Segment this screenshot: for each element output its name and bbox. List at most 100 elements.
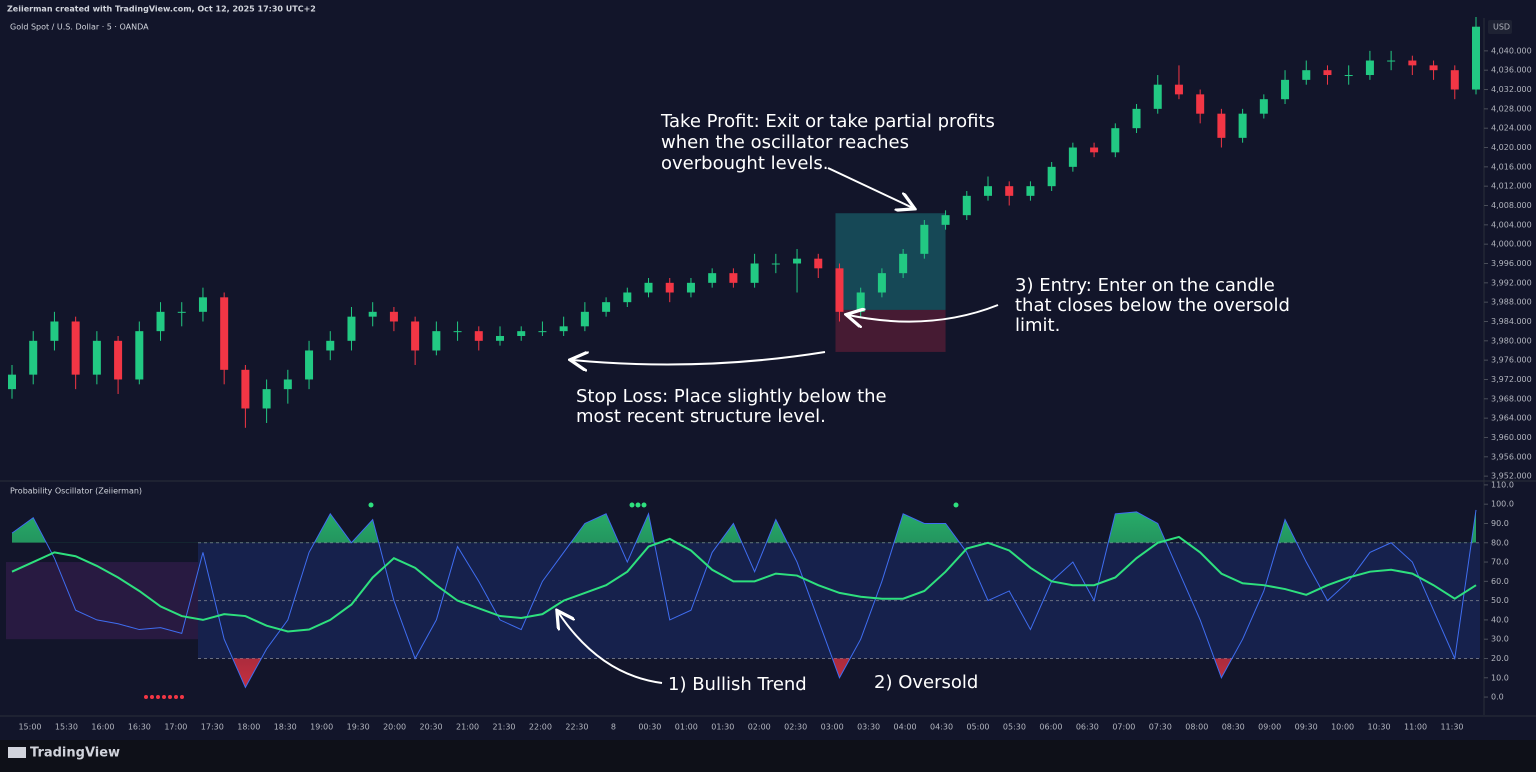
x-tick-label: 02:30: [784, 723, 807, 732]
x-tick-label: 19:00: [310, 723, 333, 732]
candle-body: [1090, 147, 1099, 153]
note-line: when the oscillator reaches: [661, 132, 909, 153]
x-tick-label: 18:00: [237, 723, 260, 732]
candle-body: [623, 292, 632, 303]
candle-body: [326, 340, 335, 351]
candle-body: [856, 292, 865, 312]
x-tick-label: 19:30: [347, 723, 370, 732]
signal-dots: [144, 502, 959, 699]
brand: TradingView: [30, 746, 120, 761]
candle-body: [241, 369, 250, 409]
signal-dot: [156, 695, 160, 699]
footer-bar: [0, 740, 1536, 772]
note-line: limit.: [1015, 315, 1060, 336]
plot: 4,040.000 4,036.000 4,032.000 4,028.000 4,02…: [6, 17, 1532, 732]
footer-logo: TradingView: [8, 746, 120, 761]
note-line: most recent structure level.: [576, 406, 826, 427]
candle-body: [1429, 65, 1438, 71]
candle-body: [771, 263, 780, 265]
x-tick-label: 8: [611, 723, 616, 732]
signal-dot: [629, 502, 635, 508]
x-tick-label: 10:30: [1368, 723, 1391, 732]
note-line: Take Profit: Exit or take partial profit…: [660, 111, 995, 132]
candle-body: [411, 321, 420, 351]
y-tick-label: 3,964.000: [1491, 414, 1532, 423]
x-tick-label: 21:00: [456, 723, 479, 732]
y-tick-label: 60.0: [1491, 577, 1509, 586]
candle-body: [1259, 99, 1268, 114]
candle-body: [1174, 84, 1183, 95]
y-tick-label: 20.0: [1491, 654, 1509, 663]
y-tick-label: 40.0: [1491, 615, 1509, 624]
candle-body: [305, 350, 314, 380]
x-tick-label: 11:00: [1404, 723, 1427, 732]
x-tick-label: 08:00: [1185, 723, 1208, 732]
candle-body: [114, 340, 123, 380]
y-tick-label: 3,952.000: [1491, 472, 1532, 481]
x-tick-label: 06:00: [1039, 723, 1062, 732]
candle-body: [71, 321, 80, 375]
x-tick-label: 01:30: [711, 723, 734, 732]
y-tick-label: 4,040.000: [1491, 46, 1532, 55]
y-tick-label: 50.0: [1491, 596, 1509, 605]
y-tick-label: 110.0: [1491, 480, 1514, 489]
candle-body: [1068, 147, 1077, 167]
x-tick-label: 21:30: [492, 723, 515, 732]
currency-badge: [1488, 20, 1512, 34]
y-tick-label: 3,984.000: [1491, 317, 1532, 326]
x-tick-label: 17:00: [164, 723, 187, 732]
y-tick-label: 4,012.000: [1491, 182, 1532, 191]
candle-body: [729, 273, 738, 283]
x-tick-label: 11:30: [1440, 723, 1463, 732]
candle-body: [941, 215, 950, 225]
neutral-zone: [6, 562, 198, 640]
y-tick-label: 90.0: [1491, 519, 1509, 528]
y-tick-label: 3,976.000: [1491, 356, 1532, 365]
x-tick-label: 22:30: [565, 723, 588, 732]
candle-body: [920, 224, 929, 254]
candle-body: [29, 340, 38, 375]
candle-body: [750, 263, 759, 283]
candle-body: [1387, 60, 1396, 62]
signal-dot: [635, 502, 641, 508]
candle-body: [708, 273, 717, 283]
x-tick-label: 18:30: [274, 723, 297, 732]
annotations: Take Profit: Exit or take partial profit…: [558, 111, 1290, 695]
x-tick-label: 00:30: [638, 723, 661, 732]
x-tick-label: 07:00: [1112, 723, 1135, 732]
candle-body: [962, 195, 971, 216]
candle-body: [877, 273, 886, 293]
signal-dot: [150, 695, 154, 699]
y-tick-label: 30.0: [1491, 635, 1509, 644]
y-tick-label: 4,028.000: [1491, 104, 1532, 113]
y-tick-label: 80.0: [1491, 538, 1509, 547]
candle-body: [1472, 26, 1480, 90]
candle-body: [283, 379, 292, 390]
x-tick-label: 04:00: [894, 723, 917, 732]
y-tick-label: 4,020.000: [1491, 143, 1532, 152]
signal-dot: [368, 502, 374, 508]
note-line: overbought levels.: [661, 153, 829, 174]
candle-body: [50, 321, 59, 341]
candle-body: [496, 335, 504, 341]
candle-body: [835, 268, 844, 312]
x-tick-label: 06:30: [1076, 723, 1099, 732]
x-tick-label: 15:00: [18, 723, 41, 732]
candle-body: [198, 297, 207, 312]
candle-body: [1153, 84, 1162, 109]
candle-body: [1302, 70, 1311, 80]
arrow: [848, 304, 999, 322]
y-tick-label: 4,036.000: [1491, 66, 1532, 75]
candle-body: [899, 253, 908, 274]
x-tick-label: 09:00: [1258, 723, 1281, 732]
x-tick-label: 10:00: [1331, 723, 1354, 732]
candle-body: [220, 297, 229, 370]
y-tick-label: 3,992.000: [1491, 278, 1532, 287]
candle-body: [984, 186, 992, 196]
candle-body: [1323, 70, 1332, 76]
arrow: [572, 352, 826, 365]
candle-body: [156, 311, 165, 332]
candle-body: [368, 311, 377, 317]
